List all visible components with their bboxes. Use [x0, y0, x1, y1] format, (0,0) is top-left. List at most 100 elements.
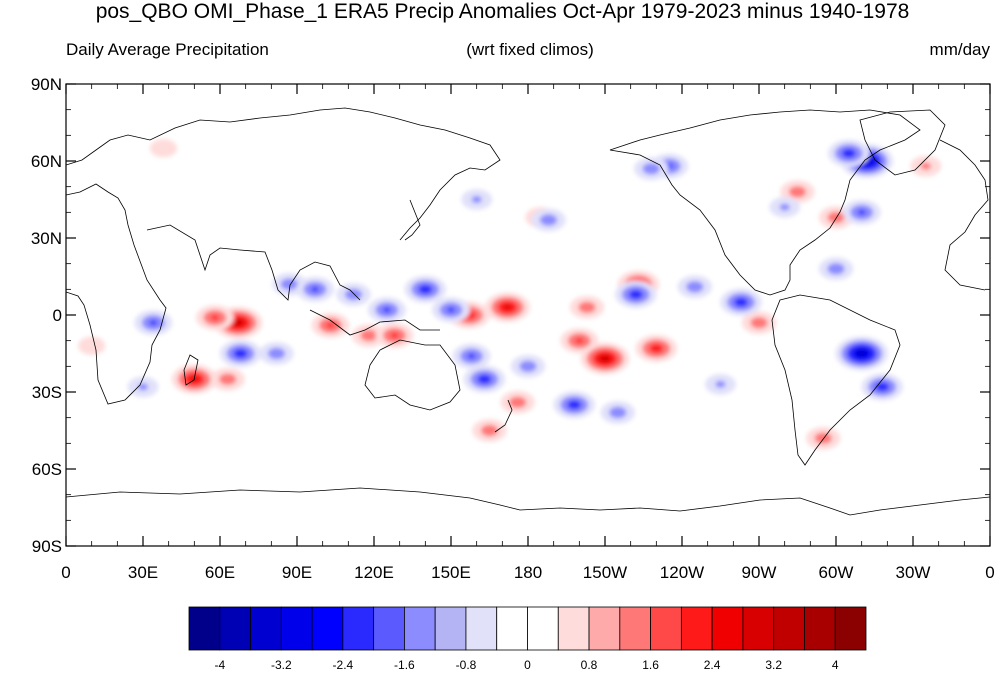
colorbar-swatch — [373, 606, 405, 651]
anomaly-cell-7 — [504, 305, 511, 310]
colorbar-swatch — [742, 606, 775, 651]
colorbar-swatch — [588, 606, 621, 651]
anomaly-cell-25 — [233, 348, 248, 359]
anomaly-cell-45 — [857, 209, 866, 215]
lon-label: 0 — [985, 563, 994, 582]
coast-africa — [66, 183, 167, 405]
colorbar-swatch — [465, 606, 498, 651]
coastlines — [66, 107, 990, 516]
lon-label: 120W — [660, 563, 704, 582]
colorbar-swatch — [311, 606, 344, 651]
anomaly-cell-35 — [519, 360, 537, 372]
anomaly-cell-6 — [390, 333, 399, 338]
anomaly-cell-32 — [447, 307, 455, 313]
coast-antarctica — [66, 487, 990, 516]
coast-greenland — [859, 109, 946, 176]
anomaly-cell-38 — [628, 289, 643, 300]
subtitle-units: mm/day — [929, 40, 990, 59]
anomaly-cell-23 — [78, 336, 106, 355]
coast-eurasia-north — [66, 107, 501, 241]
map-axes: 90N 60N 30N 0 30S 60S 90S 0 30E 60E 90E 120E 150E 180… — [31, 75, 995, 582]
anomaly-cell-26 — [267, 347, 286, 360]
colorbar-swatch — [650, 606, 682, 651]
lon-label: 90W — [742, 563, 777, 582]
colorbar-swatch — [557, 606, 590, 651]
lat-label: 30S — [32, 383, 62, 402]
anomaly-cell-24 — [149, 320, 158, 326]
anomaly-cell-46 — [779, 203, 790, 211]
lon-label: 180 — [514, 563, 542, 582]
colorbar-label: 2.4 — [704, 658, 721, 672]
anomaly-cell-0 — [231, 318, 245, 327]
colorbar-swatch — [496, 606, 528, 651]
coast-arabia-india — [146, 224, 361, 301]
anomaly-cell-36 — [567, 400, 582, 410]
colorbar-swatch — [188, 606, 221, 651]
colorbar-label: 0.8 — [581, 658, 598, 672]
coast-south-america — [771, 294, 901, 466]
colorbar-label: -2.4 — [333, 658, 354, 672]
coast-indonesia — [309, 309, 440, 336]
lat-label: 90N — [31, 75, 62, 94]
lon-label: 90E — [282, 563, 312, 582]
colorbar-label: 1.6 — [642, 658, 659, 672]
colorbar-label: 4 — [832, 658, 839, 672]
map-figure: 90N 60N 30N 0 30S 60S 90S 0 30E 60E 90E 120E 150E 180… — [31, 75, 995, 672]
colorbar-swatch — [280, 606, 313, 651]
colorbar-label: -1.6 — [394, 658, 415, 672]
anomaly-cell-28 — [311, 286, 319, 292]
anomaly-field — [78, 139, 942, 450]
colorbar-swatch — [773, 606, 805, 651]
anomaly-cell-44 — [841, 148, 856, 158]
lat-label: 60S — [32, 460, 62, 479]
coast-new-zealand — [494, 399, 513, 433]
colorbar-swatch — [342, 606, 375, 651]
coast-madagascar — [183, 354, 199, 386]
anomaly-cell-42 — [642, 163, 660, 175]
lon-label: 30W — [896, 563, 931, 582]
colorbar-label: -0.8 — [456, 658, 477, 672]
anomaly-cell-5 — [360, 329, 378, 342]
lon-label: 30E — [128, 563, 158, 582]
anomaly-cell-30 — [383, 307, 391, 313]
anomaly-cell-48 — [875, 382, 890, 392]
lon-label: 0 — [61, 563, 70, 582]
colorbar-swatch — [711, 606, 744, 651]
coast-australia — [364, 339, 461, 411]
anomaly-cell-4 — [326, 322, 335, 328]
anomaly-cell-15 — [480, 424, 499, 437]
map-title: pos_QBO OMI_Phase_1 ERA5 Precip Anomalie… — [95, 0, 910, 23]
colorbar-label: -4 — [214, 658, 225, 672]
colorbar-swatch — [680, 606, 713, 651]
coast-north-america — [609, 109, 921, 296]
anomaly-cell-52 — [137, 383, 149, 391]
anomaly-cell-27 — [280, 278, 298, 290]
anomaly-cell-11 — [649, 343, 664, 353]
colorbar-swatch — [527, 606, 559, 651]
colorbar-swatch — [619, 606, 651, 651]
anomaly-cell-20 — [814, 432, 832, 444]
anomaly-cell-40 — [734, 297, 748, 307]
colorbar-swatch — [434, 606, 467, 651]
anomaly-cell-29 — [344, 288, 363, 301]
subtitle-left: Daily Average Precipitation — [66, 40, 269, 59]
anomaly-cell-22 — [149, 139, 178, 158]
colorbar-swatch — [219, 606, 251, 651]
lon-label: 150E — [431, 563, 471, 582]
anomaly-cell-49 — [715, 380, 726, 388]
anomaly-cell-51 — [471, 196, 482, 203]
lat-label: 30N — [31, 229, 62, 248]
subtitle-center: (wrt fixed climos) — [466, 40, 594, 59]
colorbar-label: 0 — [524, 658, 531, 672]
lon-label: 120E — [354, 563, 394, 582]
anomaly-cell-33 — [467, 353, 476, 359]
anomaly-cell-3 — [219, 373, 237, 385]
colorbar-swatch — [404, 606, 436, 651]
coast-japan — [404, 199, 421, 241]
lat-label: 0 — [53, 306, 62, 325]
colorbar: -4 -3.2 -2.4 -1.6 -0.8 0 0.8 1.6 2.4 3.2 4 — [188, 606, 867, 672]
anomaly-cell-47 — [858, 351, 865, 356]
lat-label: 60N — [31, 152, 62, 171]
anomaly-cell-21 — [750, 317, 768, 329]
colorbar-swatch — [834, 606, 867, 651]
